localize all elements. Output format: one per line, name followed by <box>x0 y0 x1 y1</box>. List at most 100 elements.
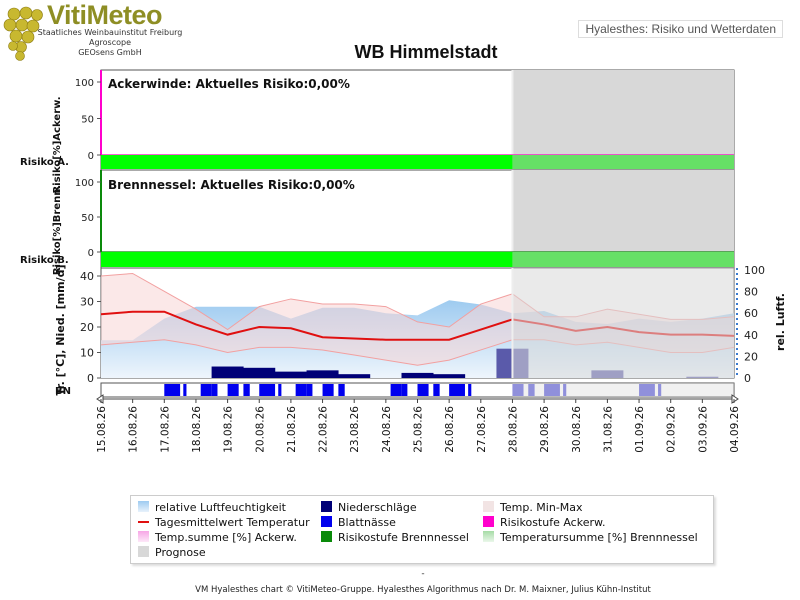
x-tick-label: 26.08.26 <box>444 406 456 453</box>
x-axis-right-arrow <box>731 394 739 404</box>
x-tick-label: 04.09.26 <box>729 406 741 453</box>
y2-tick-label: 100 <box>744 264 765 277</box>
precip-bar <box>274 371 307 378</box>
legend-item-temp-mean: Tagesmittelwert Temperatur <box>138 516 310 529</box>
legend-swatch <box>483 531 494 542</box>
legend-swatch <box>321 501 332 512</box>
y-tick-label: 30 <box>80 296 94 309</box>
footer-credit: VM Hyalesthes chart © VitiMeteo-Gruppe. … <box>195 585 651 595</box>
y-tick-label: 0 <box>87 372 94 385</box>
leaf-wetness-mark <box>468 384 472 396</box>
panel-c-ylabel: Tr. [°C], Nied. [mm/d] <box>54 265 67 396</box>
leaf-wetness-mark <box>643 384 654 396</box>
x-tick-label: 21.08.26 <box>286 406 298 453</box>
risk-band-measured <box>101 252 513 267</box>
legend-swatch <box>483 501 494 512</box>
leaf-wetness-mark <box>169 384 179 396</box>
legend-swatch <box>321 531 332 542</box>
panel-a-ylabel: Risiko[%]Ackerw. <box>52 96 63 193</box>
y-tick-label: 0 <box>88 151 94 162</box>
y2-tick-label: 80 <box>744 286 758 299</box>
y-tick-label: 50 <box>81 115 94 126</box>
precip-bar <box>306 370 339 378</box>
x-tick-label: 15.08.26 <box>96 406 108 453</box>
leaf-wetness-mark <box>227 384 239 396</box>
precip-bar <box>211 366 244 378</box>
leaf-wetness-mark <box>338 384 345 396</box>
panel-ackerwinde: 0 50 100 <box>75 69 735 171</box>
logo-line-3: GEOsens GmbH <box>78 48 142 57</box>
legend-item-tempsum-ackerw: Temp.summe [%] Ackerw. <box>138 531 297 544</box>
leaf-wetness-mark <box>512 384 524 396</box>
legend-item-risk-brennnessel: Risikostufe Brennnessel <box>321 531 469 544</box>
y2-tick-label: 60 <box>744 307 758 320</box>
panel-a-side-label: Risiko A. <box>20 157 69 168</box>
leaf-wetness-mark <box>183 384 187 396</box>
legend-item-tempsum-brennnessel: Temperatursumme [%] Brennnessel <box>483 531 698 544</box>
x-tick-label: 24.08.26 <box>381 406 393 453</box>
legend-item-humidity: relative Luftfeuchtigkeit <box>138 501 286 514</box>
y-tick-label: 0 <box>88 248 94 259</box>
leaf-wetness-mark <box>246 384 250 396</box>
x-tick-label: 31.08.26 <box>602 406 614 453</box>
precip-bar <box>433 374 466 378</box>
legend-swatch <box>138 521 149 523</box>
leaf-wetness-mark <box>417 384 429 396</box>
panel-c-y2label: rel. Luftf. <box>774 293 787 351</box>
leaf-wetness-mark <box>211 384 218 396</box>
x-tick-label: 25.08.26 <box>413 406 425 453</box>
x-tick-label: 19.08.26 <box>223 406 235 453</box>
leaf-wetness-mark <box>658 384 662 396</box>
x-tick-label: 20.08.26 <box>254 406 266 453</box>
legend: relative Luftfeuchtigkeit Niederschläge … <box>130 495 714 564</box>
x-tick-label: 18.08.26 <box>191 406 203 453</box>
leaf-wetness-mark <box>341 384 345 396</box>
leaf-wetness-mark <box>390 384 401 396</box>
legend-item-leaf-wetness: Blattnässe <box>321 516 396 529</box>
leaf-wetness-mark <box>401 384 408 396</box>
x-tick-label: 16.08.26 <box>128 406 140 453</box>
leaf-wetness-mark <box>528 384 534 396</box>
x-tick-label: 02.09.26 <box>666 406 678 453</box>
y2-tick-label: 0 <box>744 372 751 385</box>
header-link[interactable]: Hyalesthes: Risiko und Wetterdaten <box>578 20 783 38</box>
legend-item-temp-minmax: Temp. Min-Max <box>483 501 583 514</box>
prognosis-region <box>512 70 734 170</box>
grape-logo <box>3 6 43 61</box>
y2-tick-label: 20 <box>744 350 758 363</box>
legend-swatch <box>138 531 149 542</box>
logo-title: VitiMeteo <box>47 0 163 30</box>
bn-label: BN <box>55 386 71 397</box>
legend-swatch <box>483 516 494 527</box>
x-tick-label: 01.09.26 <box>634 406 646 453</box>
x-axis-left-arrow <box>96 394 104 404</box>
x-tick-label: 17.08.26 <box>159 406 171 453</box>
logo-line-2: Agroscope <box>88 38 132 47</box>
leaf-wetness-mark <box>563 384 567 396</box>
risk-band-prognosis <box>512 155 734 169</box>
x-tick-label: 29.08.26 <box>539 406 551 453</box>
x-tick-label: 28.08.26 <box>507 406 519 453</box>
leaf-wetness-mark <box>278 384 282 396</box>
logo-line-1: Staatliches Weinbauinstitut Freiburg <box>37 28 183 37</box>
leaf-wetness-mark <box>548 384 559 396</box>
x-tick-label: 22.08.26 <box>318 406 330 453</box>
precip-bar <box>243 367 276 378</box>
leaf-wetness-mark <box>433 384 440 396</box>
leaf-wetness-mark <box>453 384 464 396</box>
leaf-wetness-strip <box>100 382 735 398</box>
footer-dash: - <box>421 569 425 579</box>
legend-item-precip: Niederschläge <box>321 501 417 514</box>
y-tick-label: 10 <box>80 347 94 360</box>
legend-swatch <box>138 501 149 512</box>
precip-bar <box>338 374 371 378</box>
y-tick-label: 40 <box>80 270 94 283</box>
panel-b-title: Brennnessel: Aktuelles Risiko:0,00% <box>108 178 355 192</box>
prognosis-region <box>512 268 734 378</box>
prognosis-region <box>512 383 734 397</box>
y-tick-label: 20 <box>80 321 94 334</box>
leaf-wetness-mark <box>243 384 250 396</box>
leaf-wetness-mark <box>263 384 274 396</box>
panel-brennnessel: 0 50 100 <box>75 169 735 269</box>
